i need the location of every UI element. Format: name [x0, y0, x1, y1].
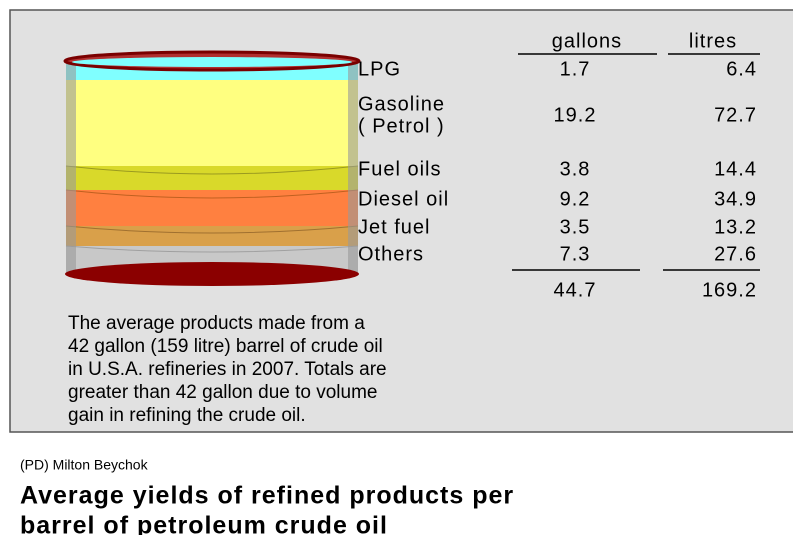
litres-cell: 13.2 — [714, 216, 757, 238]
description-line: in U.S.A. refineries in 2007. Totals are — [68, 359, 387, 380]
caption-line: Average yields of refined products per — [20, 482, 514, 510]
gallons-cell: 3.5 — [560, 216, 591, 238]
litres-cell: 14.4 — [714, 158, 757, 180]
gallons-cell: 1.7 — [560, 58, 591, 80]
row-label: Others — [358, 243, 424, 265]
gallons-cell: 9.2 — [560, 188, 591, 210]
row-label: Fuel oils — [358, 158, 441, 180]
barrel — [65, 52, 359, 286]
litres-cell: 6.4 — [726, 58, 757, 80]
description-line: gain in refining the crude oil. — [68, 405, 306, 426]
litres-cell: 72.7 — [714, 104, 757, 126]
row-label: LPG — [358, 58, 401, 80]
row-label: Jet fuel — [358, 216, 430, 238]
description-line: The average products made from a — [68, 313, 365, 334]
gallons-cell: 7.3 — [560, 243, 591, 265]
figure: gallons litres LPG 1.7 6.4 Gasoline( Petrol… — [0, 0, 793, 535]
description-line: 42 gallon (159 litre) barrel of crude oi… — [68, 336, 383, 357]
column-header: gallons — [552, 30, 622, 52]
row-label: Diesel oil — [358, 188, 449, 210]
column-header: litres — [689, 30, 737, 52]
total-litres: 169.2 — [702, 279, 757, 301]
credit: (PD) Milton Beychok — [20, 457, 149, 473]
caption-line: barrel of petroleum crude oil — [20, 512, 388, 535]
gallons-cell: 3.8 — [560, 158, 591, 180]
row-label: ( Petrol ) — [358, 115, 445, 137]
row-label: Gasoline — [358, 93, 445, 115]
description-line: greater than 42 gallon due to volume — [68, 382, 378, 403]
caption: Average yields of refined products perba… — [20, 482, 514, 535]
total-gallons: 44.7 — [554, 279, 597, 301]
gallons-cell: 19.2 — [554, 104, 597, 126]
litres-cell: 27.6 — [714, 243, 757, 265]
litres-cell: 34.9 — [714, 188, 757, 210]
